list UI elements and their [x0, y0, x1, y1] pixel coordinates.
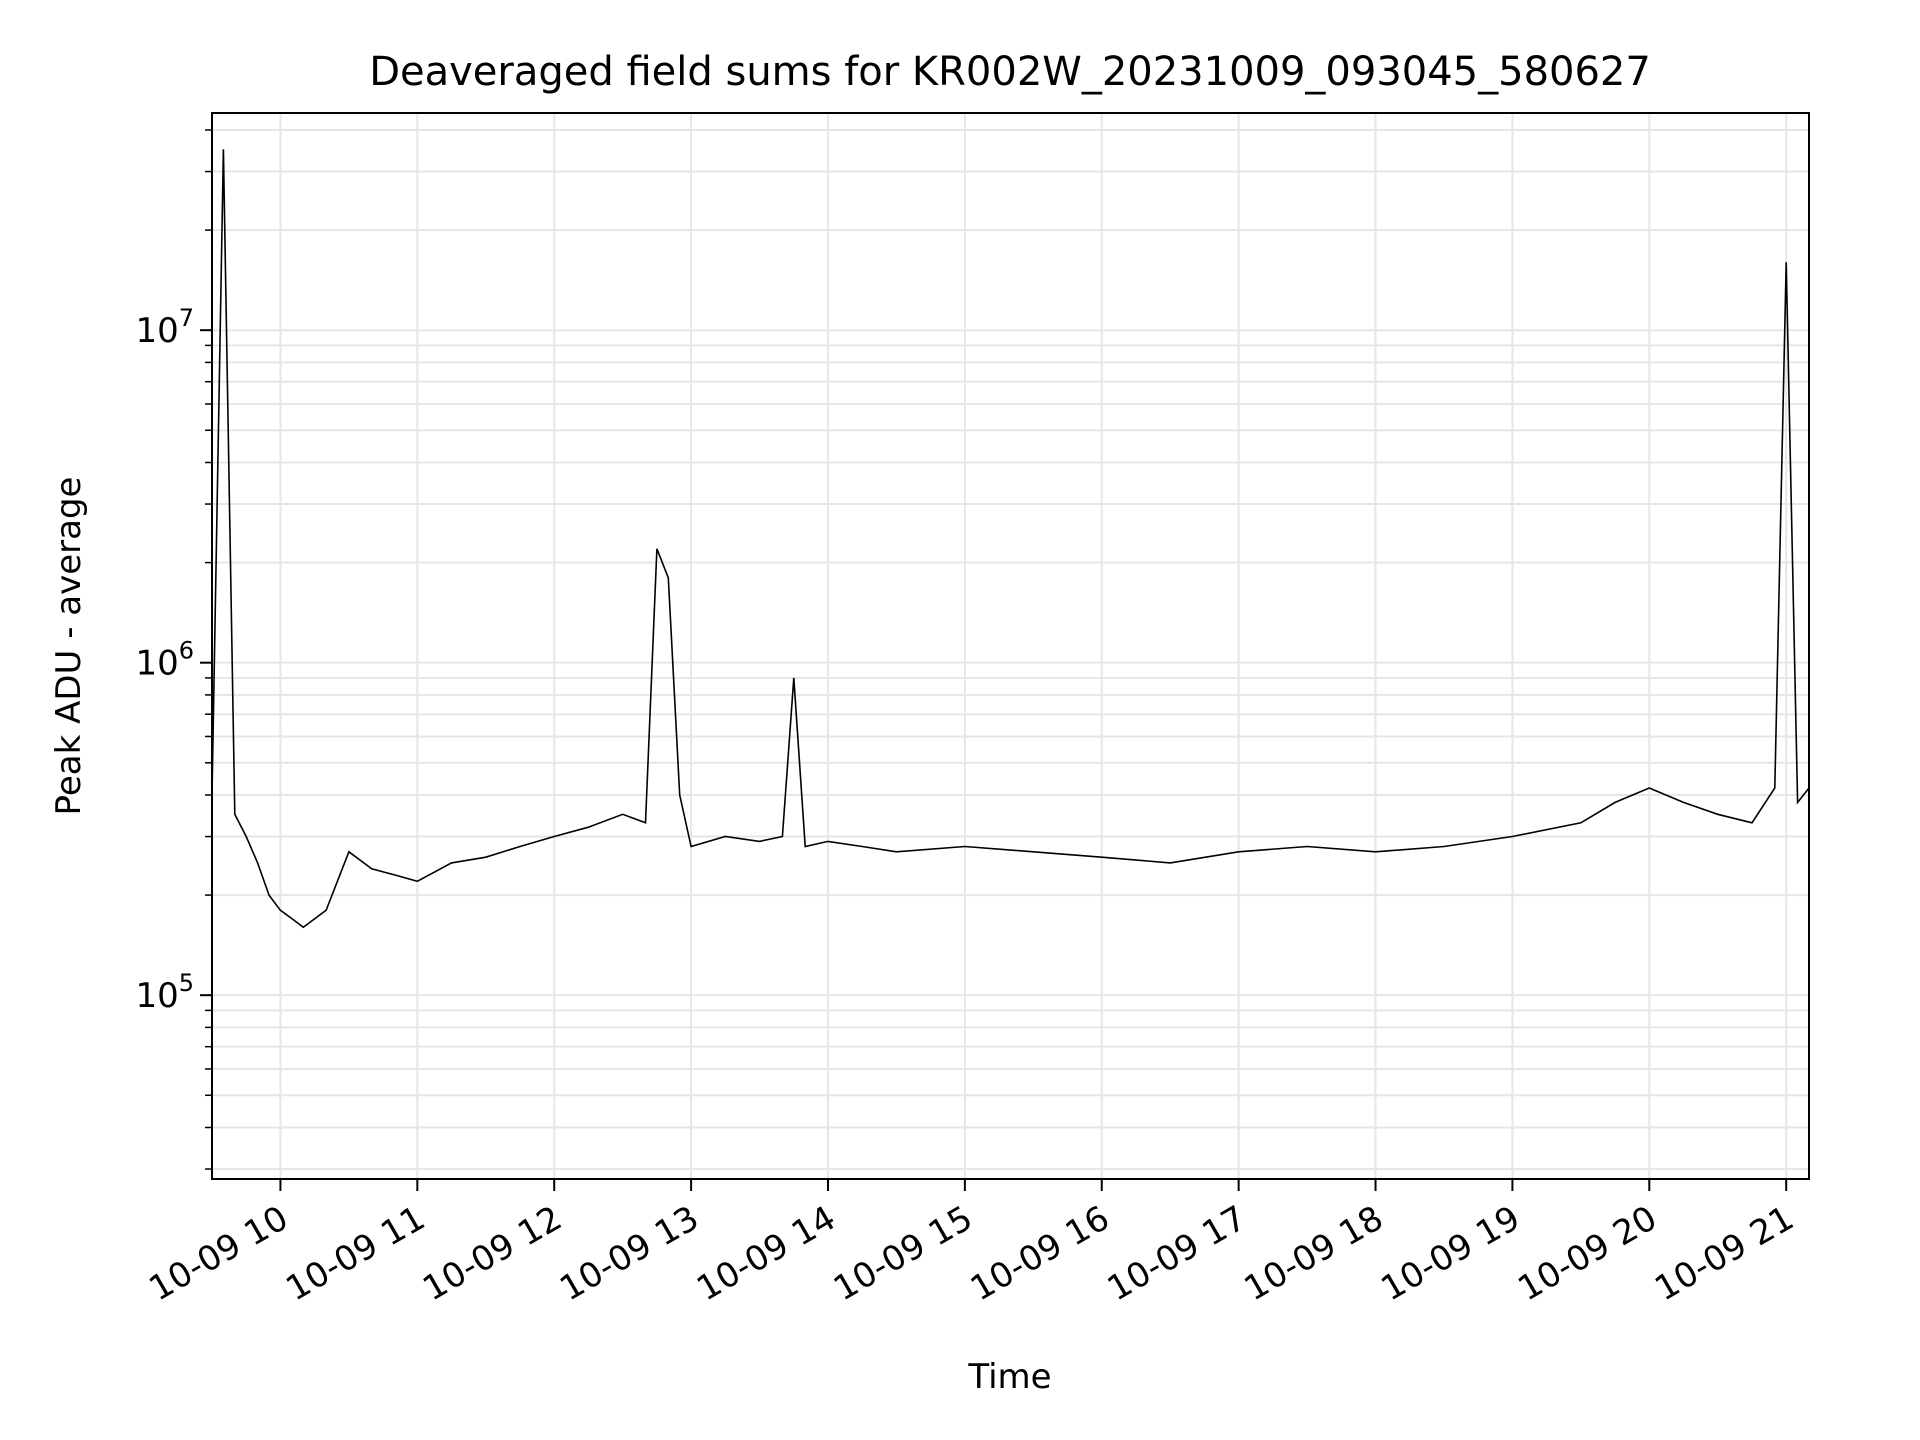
grid-lines [212, 113, 1809, 1179]
y-tick-label: 105 [135, 969, 194, 1016]
x-tick-label: 10-09 13 [553, 1198, 705, 1309]
x-axis-label: Time [967, 1357, 1051, 1397]
y-tick-label: 107 [135, 304, 194, 351]
x-tick-label: 10-09 20 [1511, 1198, 1663, 1309]
x-tick-label: 10-09 16 [964, 1198, 1116, 1309]
x-tick-label: 10-09 12 [416, 1198, 568, 1309]
y-axis-label: Peak ADU - average [49, 477, 89, 816]
series-layer [211, 149, 1810, 929]
x-tick-label: 10-09 11 [279, 1198, 431, 1309]
x-tick-label: 10-09 19 [1375, 1198, 1527, 1309]
x-tick-label: 10-09 18 [1238, 1198, 1390, 1309]
x-tick-label: 10-09 17 [1101, 1198, 1253, 1309]
x-tick-label: 10-09 21 [1648, 1198, 1800, 1309]
chart-title: Deaveraged field sums for KR002W_2023100… [369, 49, 1651, 95]
plot-frame [211, 112, 1810, 1180]
x-tick-label: 10-09 14 [690, 1198, 842, 1309]
series-line [211, 149, 1810, 929]
y-axis: 105 106 107 [135, 129, 212, 1170]
x-tick-label: 10-09 15 [827, 1198, 979, 1309]
x-tick-label: 10-09 10 [143, 1198, 295, 1309]
y-tick-label: 106 [135, 637, 194, 684]
